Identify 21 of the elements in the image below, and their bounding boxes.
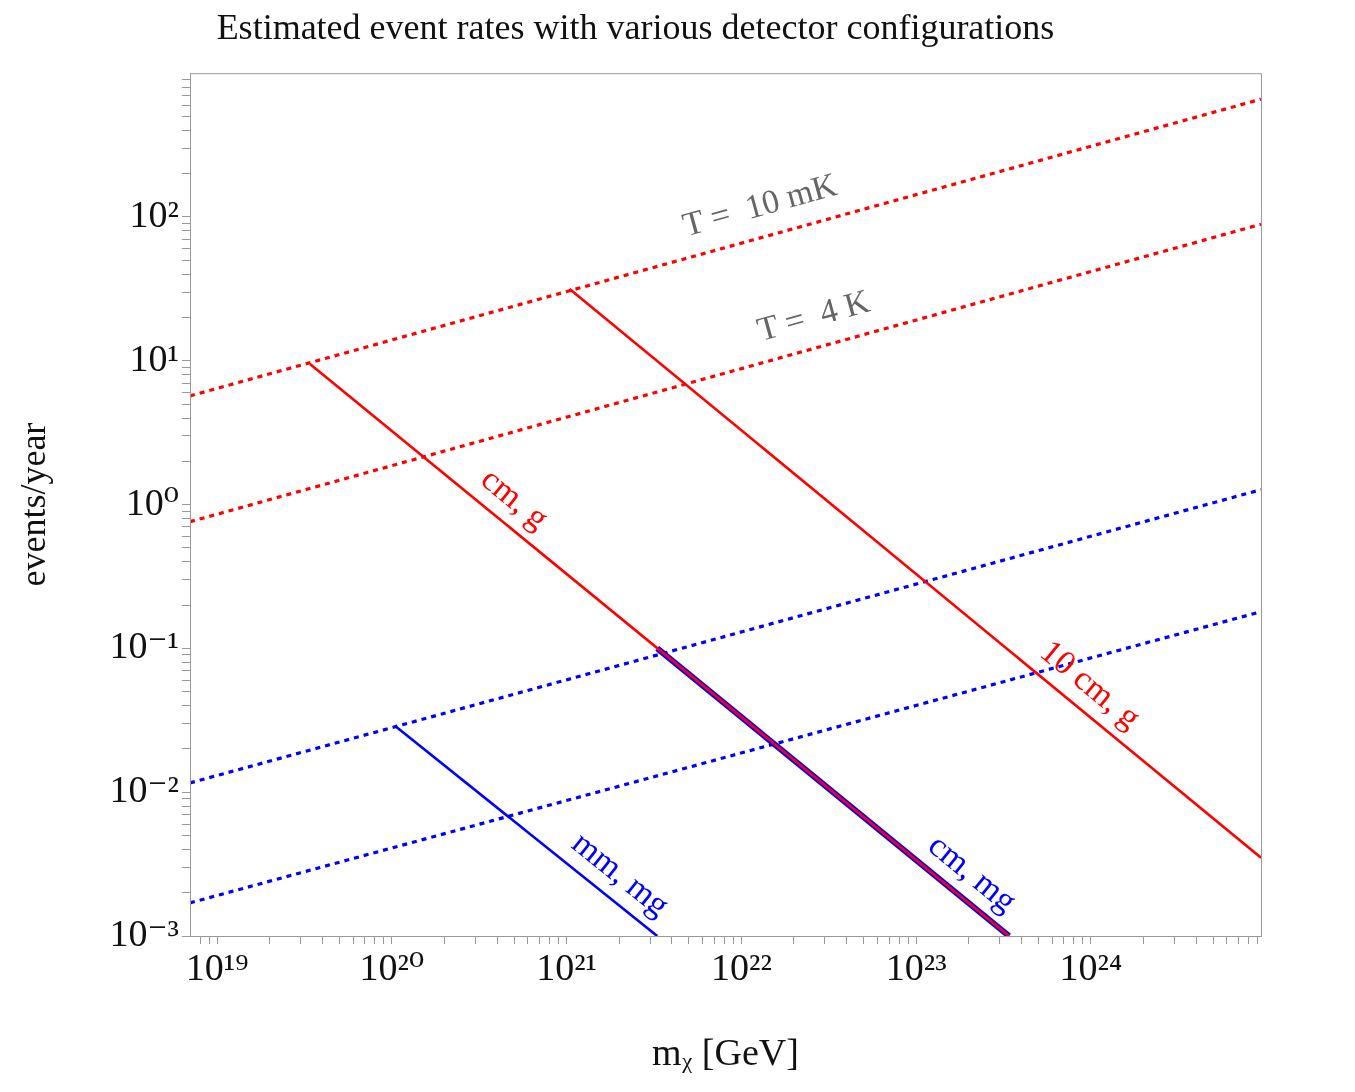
y-axis-title: events/year xyxy=(13,422,54,587)
x-tick-label: 10¹⁹ xyxy=(185,945,249,988)
text: cm, g xyxy=(474,459,557,537)
x-tick-label: 10²³ xyxy=(885,945,947,988)
y-tick-label: 10⁰ xyxy=(125,480,179,523)
x-tick-label: 10²² xyxy=(710,945,772,988)
text: 10 cm, g xyxy=(1033,631,1149,736)
text: mm, mg xyxy=(565,823,678,924)
x-tick-label: 10²⁰ xyxy=(359,945,425,988)
chart-title: Estimated event rates with various detector configurations xyxy=(216,7,1055,48)
annotation: T = 10 mK xyxy=(678,165,842,244)
x-tick-label: 10²¹ xyxy=(536,945,598,988)
y-tick-label: 10² xyxy=(129,192,179,235)
x-axis-title: mᵪ [GeV] xyxy=(652,1031,799,1074)
y-tick-label: 10⁻¹ xyxy=(109,624,179,667)
x-tick-label: 10²⁴ xyxy=(1059,945,1123,988)
y-tick-label: 10¹ xyxy=(129,336,179,379)
text: cm, mg xyxy=(921,825,1025,919)
y-tick-label: 10⁻³ xyxy=(109,911,179,954)
annotation: T = 4 K xyxy=(752,281,874,349)
y-tick-label: 10⁻² xyxy=(109,768,179,811)
